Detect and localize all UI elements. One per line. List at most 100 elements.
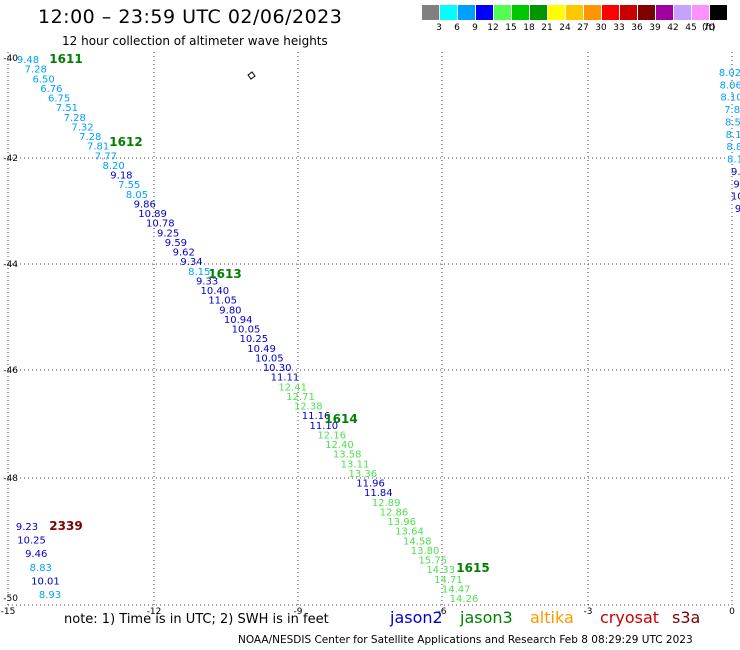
lon-label: 0 [729, 607, 735, 617]
swh-value-edge: 8.02 [719, 68, 740, 79]
swh-value: 15.75 [419, 556, 448, 567]
swh-value-edge: 8.06 [720, 80, 740, 91]
swh-value-edge: 8.10 [720, 93, 740, 104]
scale-label: 30 [595, 23, 607, 33]
swh-value: 7.28 [25, 65, 47, 76]
scale-label: 24 [559, 23, 571, 33]
swh-value-edge: 9 [735, 204, 740, 215]
swh-value: 8.93 [39, 590, 61, 601]
swh-value: 12.41 [278, 382, 307, 393]
scale-swatch [710, 5, 727, 20]
swh-value: 7.28 [64, 113, 86, 124]
swh-value: 8.15 [188, 267, 210, 278]
swh-value: 11.05 [208, 296, 237, 307]
swh-value-edge: 9. [731, 167, 740, 178]
swh-value: 13.36 [348, 469, 377, 480]
scale-swatch [476, 5, 493, 20]
swh-value: 10.25 [17, 536, 46, 547]
swh-value-edge: 8.8 [726, 142, 740, 153]
pass-label: 1613 [208, 267, 241, 281]
swh-value-edge: 8.1 [726, 130, 740, 141]
swh-value: 6.76 [40, 84, 62, 95]
swh-value-edge: 8.1 [727, 155, 740, 166]
pass-label: 2339 [49, 519, 82, 533]
swh-value: 9.59 [165, 238, 187, 249]
swh-value: 9.62 [173, 248, 195, 259]
swh-value: 9.80 [219, 305, 241, 316]
swh-value: 10.89 [138, 209, 167, 220]
swh-value: 7.51 [56, 103, 78, 114]
scale-label: 70 [703, 23, 715, 33]
swh-tracks: 9.487.286.506.766.757.517.287.327.287.81… [16, 55, 740, 605]
swh-value: 10.94 [224, 315, 253, 326]
scale-label: 39 [649, 23, 661, 33]
axis-labels: -40 -42 -44 -46 -48 -50 -15 -12 -9 -6 -3 0 [1, 54, 735, 617]
scale-swatch [548, 5, 565, 20]
lat-label: -44 [3, 260, 18, 270]
page-title: 12:00 – 23:59 UTC 02/06/2023 [38, 6, 343, 28]
swh-value: 13.96 [387, 517, 416, 528]
swh-value: 9.33 [196, 276, 218, 287]
legend-altika: altika [530, 608, 574, 627]
swh-value: 12.38 [294, 402, 323, 413]
pass-label: 1612 [109, 135, 142, 149]
swh-value-edge: 10 [731, 192, 740, 203]
scale-label: 21 [541, 23, 553, 33]
scale-swatch [620, 5, 637, 20]
pass-label: 1615 [456, 561, 489, 575]
swh-value: 7.55 [118, 180, 140, 191]
swh-value: 8.05 [126, 190, 148, 201]
swh-value: 10.05 [255, 353, 284, 364]
scale-label: 18 [523, 23, 535, 33]
swh-value: 10.30 [263, 363, 292, 374]
lat-label: -48 [3, 474, 18, 484]
swh-value: 10.25 [239, 334, 268, 345]
swh-value: 13.80 [411, 546, 440, 557]
swh-value: 14.58 [403, 536, 432, 547]
swh-value: 14.33 [426, 565, 455, 576]
map-grid [7, 52, 733, 606]
legend-cryosat: cryosat [600, 608, 660, 627]
swh-value: 10.40 [201, 286, 230, 297]
swh-value: 12.86 [380, 507, 409, 518]
footer-credit: NOAA/NESDIS Center for Satellite Applica… [238, 634, 693, 646]
swh-value-edge: 7.8 [724, 105, 740, 116]
scale-swatch [512, 5, 529, 20]
swh-value: 9.46 [25, 549, 47, 560]
scale-swatch [458, 5, 475, 20]
scale-label: 3 [436, 23, 442, 33]
scale-swatch [692, 5, 709, 20]
legend-jason2: jason2 [390, 608, 443, 627]
scale-swatch [584, 5, 601, 20]
lon-label: -12 [147, 607, 162, 617]
swh-value: 13.11 [341, 459, 370, 470]
swh-value: 10.78 [146, 219, 175, 230]
swh-value: 11.84 [364, 488, 393, 499]
swh-value: 7.81 [87, 142, 109, 153]
lat-label: -46 [3, 366, 18, 376]
swh-value: 10.49 [247, 344, 276, 355]
scale-label: 42 [667, 23, 679, 33]
scale-label: 15 [505, 23, 517, 33]
lon-label: -3 [584, 607, 593, 617]
swh-value: 9.34 [180, 257, 202, 268]
swh-value: 12.40 [325, 440, 354, 451]
legend-jason3: jason3 [460, 608, 513, 627]
swh-value: 13.58 [333, 450, 362, 461]
swh-value: 9.86 [134, 199, 156, 210]
scale-unit: (ft) [702, 23, 716, 33]
pass-label: 1611 [49, 52, 82, 66]
swh-value: 6.75 [48, 94, 70, 105]
swh-value: 11.10 [310, 421, 339, 432]
lat-label: -40 [3, 54, 18, 64]
swh-value: 12.16 [317, 430, 346, 441]
scale-label: 45 [685, 23, 697, 33]
swh-value-edge: 8.5 [725, 117, 740, 128]
scale-label: 27 [577, 23, 589, 33]
swh-value: 9.25 [157, 228, 179, 239]
swh-value: 14.47 [442, 584, 471, 595]
lon-label: -9 [294, 607, 303, 617]
swh-value: 11.11 [271, 373, 300, 384]
swh-value: 11.16 [302, 411, 331, 422]
